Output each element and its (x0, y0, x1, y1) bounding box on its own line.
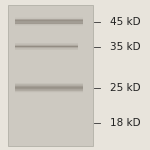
FancyBboxPatch shape (15, 46, 78, 47)
FancyBboxPatch shape (15, 87, 83, 88)
FancyBboxPatch shape (15, 48, 78, 49)
FancyBboxPatch shape (15, 84, 83, 85)
Text: 25 kD: 25 kD (110, 83, 140, 93)
Text: 35 kD: 35 kD (110, 42, 140, 51)
FancyBboxPatch shape (15, 22, 83, 23)
FancyBboxPatch shape (15, 90, 83, 91)
FancyBboxPatch shape (15, 22, 83, 23)
FancyBboxPatch shape (15, 43, 78, 44)
FancyBboxPatch shape (15, 18, 83, 19)
FancyBboxPatch shape (15, 88, 83, 89)
FancyBboxPatch shape (15, 19, 83, 20)
Text: 18 kD: 18 kD (110, 118, 140, 128)
FancyBboxPatch shape (15, 23, 83, 24)
FancyBboxPatch shape (15, 46, 78, 47)
FancyBboxPatch shape (15, 20, 83, 21)
FancyBboxPatch shape (15, 23, 83, 24)
FancyBboxPatch shape (15, 91, 83, 92)
Text: 45 kD: 45 kD (110, 17, 140, 27)
FancyBboxPatch shape (15, 86, 83, 87)
FancyBboxPatch shape (15, 45, 78, 46)
FancyBboxPatch shape (15, 84, 83, 85)
FancyBboxPatch shape (15, 24, 83, 25)
FancyBboxPatch shape (15, 44, 78, 45)
FancyBboxPatch shape (8, 4, 93, 146)
FancyBboxPatch shape (15, 85, 83, 86)
FancyBboxPatch shape (15, 21, 83, 22)
FancyBboxPatch shape (15, 89, 83, 90)
FancyBboxPatch shape (15, 90, 83, 91)
FancyBboxPatch shape (15, 49, 78, 50)
FancyBboxPatch shape (15, 47, 78, 48)
FancyBboxPatch shape (15, 20, 83, 21)
